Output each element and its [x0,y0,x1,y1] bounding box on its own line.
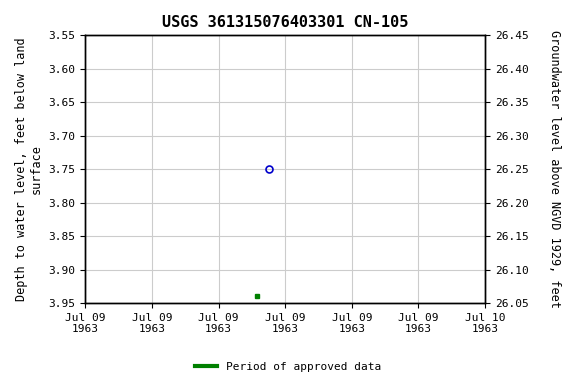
Y-axis label: Depth to water level, feet below land
surface: Depth to water level, feet below land su… [15,37,43,301]
Title: USGS 361315076403301 CN-105: USGS 361315076403301 CN-105 [162,15,408,30]
Y-axis label: Groundwater level above NGVD 1929, feet: Groundwater level above NGVD 1929, feet [548,30,561,308]
Legend: Period of approved data: Period of approved data [191,358,385,377]
